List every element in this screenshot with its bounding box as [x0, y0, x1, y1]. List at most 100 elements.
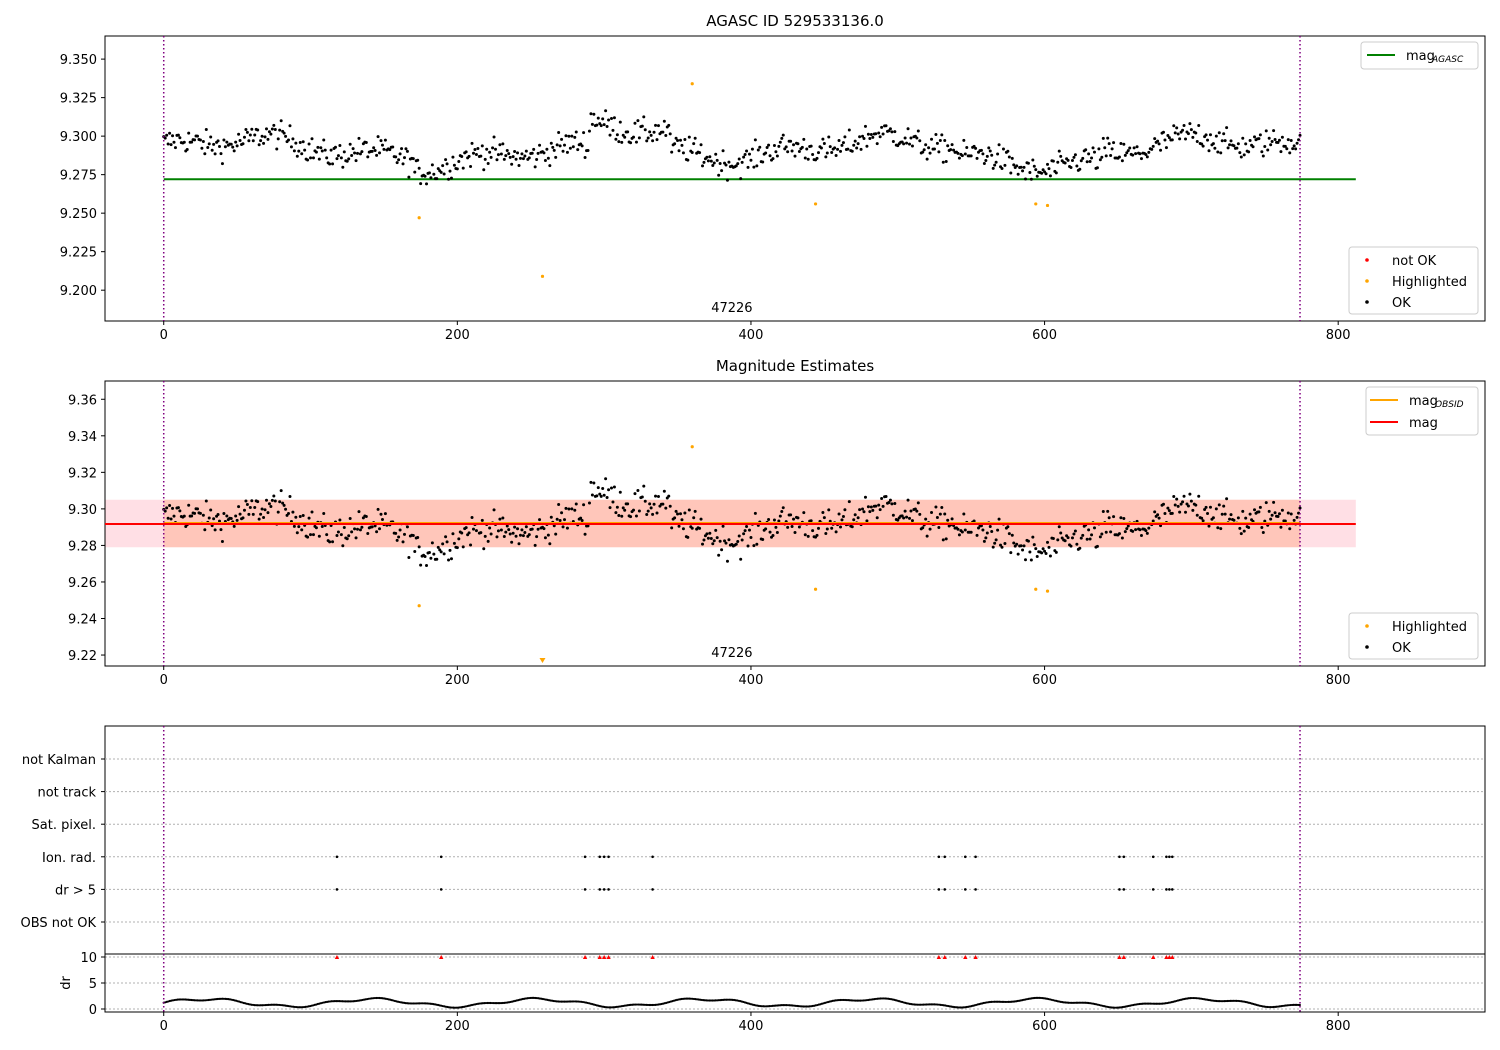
ok-point [853, 513, 857, 517]
ok-point [960, 154, 964, 158]
ok-point [360, 525, 364, 529]
ok-point [878, 135, 882, 139]
ok-point [1270, 513, 1274, 517]
ok-point [474, 152, 478, 156]
dr-point [859, 999, 862, 1002]
ok-point [596, 486, 600, 490]
flag-point [607, 855, 610, 859]
ok-point [1063, 161, 1067, 165]
ok-point [419, 563, 423, 567]
ok-point [423, 174, 427, 178]
dr-point [922, 1003, 925, 1006]
ok-point [295, 531, 299, 535]
ok-point [678, 512, 682, 516]
ok-point [395, 161, 399, 165]
ok-point [752, 165, 756, 169]
ok-point [1084, 148, 1088, 152]
ok-point [881, 504, 885, 508]
ok-point [887, 501, 891, 505]
ok-point [997, 143, 1001, 147]
ok-point [1216, 526, 1220, 530]
ok-point [1247, 150, 1251, 154]
dr-point [296, 1006, 299, 1009]
dr-point [927, 1003, 930, 1006]
y-tick-label: 9.275 [60, 169, 97, 184]
ok-point [495, 158, 499, 162]
ok-point [1031, 158, 1035, 162]
dr-point [341, 1000, 344, 1003]
ok-point [1208, 505, 1212, 509]
ok-point [348, 516, 352, 520]
ok-point [545, 147, 549, 151]
dr-point [344, 1000, 347, 1003]
ok-point [379, 512, 383, 516]
ok-point [1264, 129, 1268, 133]
ok-point [937, 525, 941, 529]
dr-point [723, 998, 726, 1001]
y-tick-label: 10 [80, 951, 97, 966]
dr-point [882, 997, 885, 1000]
ok-point [1007, 155, 1011, 159]
ok-point [279, 489, 283, 493]
ok-point [455, 167, 459, 171]
dr-point [338, 1000, 341, 1003]
ok-point [1098, 158, 1102, 162]
ok-point [612, 116, 616, 120]
ok-point [492, 135, 496, 139]
ok-point [1206, 138, 1210, 142]
dr-point [452, 1006, 455, 1009]
ok-point [1012, 163, 1016, 167]
ok-point [930, 511, 934, 515]
ok-point [1217, 503, 1221, 507]
ok-point [229, 517, 233, 521]
ok-point [1023, 558, 1027, 562]
ok-point [423, 554, 427, 558]
legend-label: Highlighted [1392, 620, 1467, 635]
ok-point [583, 156, 587, 160]
ok-point [565, 526, 569, 530]
ok-point [709, 536, 713, 540]
ok-point [1219, 151, 1223, 155]
ok-point [815, 533, 819, 537]
ok-point [548, 542, 552, 546]
ok-point [962, 512, 966, 516]
dr-point [1072, 1001, 1075, 1004]
ok-point [520, 528, 524, 532]
ok-point [1022, 544, 1026, 548]
ok-point [828, 145, 832, 149]
ok-point [432, 552, 436, 556]
ok-point [668, 504, 672, 508]
ok-point [648, 130, 652, 134]
ok-point [725, 559, 729, 563]
panel2-title: Magnitude Estimates [716, 357, 874, 375]
ok-point [278, 500, 282, 504]
ok-point [378, 151, 382, 155]
dr-point [347, 1000, 350, 1003]
ok-point [1222, 132, 1226, 136]
ok-point [1277, 512, 1281, 516]
ok-point [1286, 511, 1290, 515]
ok-point [1104, 154, 1108, 158]
ok-point [871, 508, 875, 512]
ok-point [1244, 142, 1248, 146]
ok-point [692, 142, 696, 146]
ok-point [1066, 536, 1070, 540]
ok-point [821, 510, 825, 514]
dr-point [407, 1002, 410, 1005]
dr-point [1232, 999, 1235, 1002]
ok-point [768, 530, 772, 534]
ok-point [1206, 512, 1210, 516]
dr-point [492, 1001, 495, 1005]
ok-point [535, 535, 539, 539]
ok-point [288, 124, 292, 128]
ok-point [651, 139, 655, 143]
ok-point [262, 141, 266, 145]
ok-point [441, 164, 445, 168]
dr-point [930, 1003, 933, 1006]
ok-point [1260, 150, 1264, 154]
dr-point [853, 999, 856, 1002]
ok-point [558, 518, 562, 522]
ok-point [890, 502, 894, 506]
ok-point [764, 151, 768, 155]
ok-point [335, 157, 339, 161]
